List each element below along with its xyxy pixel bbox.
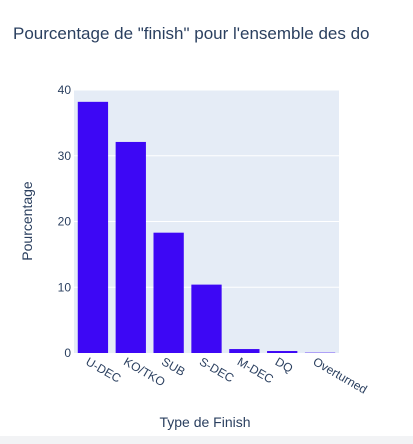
y-tick-label: 10 [58, 280, 72, 294]
y-axis-title: Pourcentage [19, 181, 35, 261]
bar-m-dec[interactable] [229, 349, 260, 353]
bar-ko-tko[interactable] [115, 141, 146, 353]
bar-sub[interactable] [153, 232, 184, 353]
x-tick-label: Overturned [311, 354, 370, 396]
x-tick-label: U-DEC [83, 354, 123, 385]
bar-dq[interactable] [267, 351, 298, 353]
x-tick-label: S-DEC [197, 354, 237, 385]
y-tick-label: 0 [64, 346, 71, 360]
x-tick-label: M-DEC [235, 354, 276, 386]
bottom-strip [0, 436, 413, 444]
y-tick-label: 30 [58, 149, 72, 163]
x-tick-label: KO/TKO [121, 354, 167, 389]
chart-title: Pourcentage de "finish" pour l'ensemble … [13, 24, 370, 43]
y-axis-ticks: 0 10 20 30 40 [58, 83, 72, 360]
x-axis-title: Type de Finish [159, 414, 250, 430]
y-tick-label: 20 [58, 215, 72, 229]
bar-u-dec[interactable] [77, 101, 109, 354]
bar-s-dec[interactable] [191, 284, 222, 353]
x-tick-label: DQ [273, 354, 296, 375]
y-tick-label: 40 [58, 83, 72, 97]
bars [77, 101, 336, 354]
